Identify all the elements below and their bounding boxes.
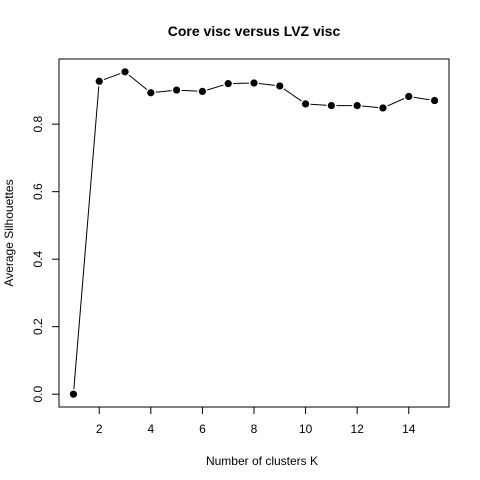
data-point xyxy=(224,80,232,88)
data-point xyxy=(405,92,413,101)
x-axis: 2 4 6 8 10 12 14 xyxy=(96,407,416,436)
data-point xyxy=(250,79,258,87)
data-point xyxy=(121,68,129,76)
series-group xyxy=(69,68,439,398)
x-tick-label: 6 xyxy=(199,422,206,436)
chart-title: Core visc versus LVZ visc xyxy=(168,23,341,39)
y-tick-label: 0.2 xyxy=(31,318,45,335)
data-point xyxy=(301,100,310,108)
x-tick-label: 12 xyxy=(350,422,364,436)
series-line-segment xyxy=(258,83,275,86)
series-line-segment xyxy=(387,98,405,107)
series-line-segment xyxy=(103,73,121,81)
x-axis-label: Number of clusters K xyxy=(206,454,318,468)
y-axis-label: Average Silhouettes xyxy=(2,179,16,286)
y-tick-label: 0.4 xyxy=(31,250,45,267)
data-point xyxy=(198,87,207,96)
series-line-segment xyxy=(181,89,198,92)
data-point xyxy=(95,77,103,85)
x-tick-label: 10 xyxy=(299,422,313,436)
series-line-segment xyxy=(73,86,100,390)
data-point xyxy=(173,86,181,94)
series-line-segment xyxy=(310,103,327,106)
x-tick-label: 4 xyxy=(147,422,154,436)
y-axis: 0.0 0.2 0.4 0.6 0.8 xyxy=(31,115,59,403)
x-tick-label: 8 xyxy=(251,422,258,436)
series-line-segment xyxy=(128,74,148,90)
series-line-segment xyxy=(413,96,430,101)
plot-frame xyxy=(58,58,450,408)
y-tick-label: 0.6 xyxy=(31,183,45,200)
data-point xyxy=(430,96,439,105)
y-tick-label: 0.0 xyxy=(31,386,45,403)
data-point xyxy=(69,390,78,398)
series-line-segment xyxy=(362,105,379,108)
x-tick-label: 2 xyxy=(96,422,103,436)
series-line-segment xyxy=(207,84,224,91)
data-point xyxy=(353,101,361,110)
series-line-segment xyxy=(155,90,172,93)
x-tick-label: 14 xyxy=(402,422,416,436)
series-line-segment xyxy=(283,88,302,102)
data-point xyxy=(379,104,387,112)
data-point xyxy=(276,82,284,90)
data-point xyxy=(327,101,335,110)
y-tick-label: 0.8 xyxy=(31,115,45,132)
data-point xyxy=(147,89,155,97)
